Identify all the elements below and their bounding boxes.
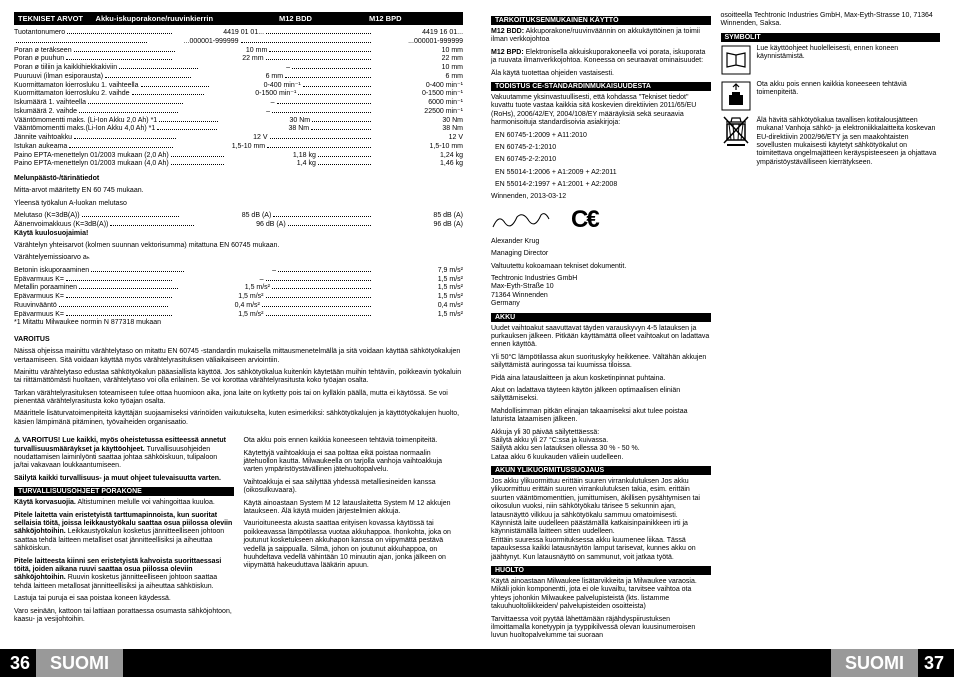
safety-p5: Varo seinään, kattoon tai lattiaan porat…: [14, 608, 234, 625]
signature: C€: [491, 206, 711, 234]
ce-mark-icon: C€: [571, 206, 598, 234]
akku-p2: Yli 50°C lämpötilassa akun suorituskyky …: [491, 354, 711, 371]
spec-row: Metallin poraaminen1,5 m/s²1,5 m/s²: [14, 284, 463, 293]
ce-name: Alexander Krug: [491, 238, 711, 246]
symbol-row-weee: Älä hävitä sähkötyökalua tavallisen koti…: [721, 117, 941, 167]
spec-row: Paino EPTA-menettelyn 01/2003 mukaan (2,…: [14, 152, 463, 161]
noise-header: Melunpäästö-/tärinätiedot: [14, 175, 463, 183]
purpose-section: TARKOITUKSENMUKAINEN KÄYTTÖ: [491, 16, 711, 25]
service-section: HUOLTO: [491, 566, 711, 575]
purpose-1: M12 BDD: Akkuporakone/ruuvinväännin on a…: [491, 28, 711, 45]
safety-p4: Lastuja tai puruja ei saa poistaa koneen…: [14, 595, 234, 603]
right-top4: Käytä ainoastaan System M 12 latauslaite…: [244, 500, 464, 517]
warn-p4: Määrittele lisäturvatoimenpiteitä käyttä…: [14, 410, 463, 427]
purpose-3: Äla käytä tuotettaa ohjeiden vastaisesti…: [491, 70, 711, 78]
header-col1: M12 BDD: [279, 14, 369, 23]
spec-row: Epävarmuus K=1,5 m/s²1,5 m/s²: [14, 311, 463, 320]
safety-p3: Pitele laitteesta kiinni sen eristetyist…: [14, 558, 234, 592]
service-p1: Käytä ainoastaan Milwaukee lisätarvikkei…: [491, 578, 711, 612]
big-warn: VAROITUS! Lue kaikki, myös oheistetussa …: [14, 437, 234, 471]
right-top3: Vaihtoakkuja ei saa säilyttää yhdessä me…: [244, 479, 464, 496]
page-num-right: 37: [924, 653, 944, 674]
lang-label-right: SUOMI: [831, 649, 918, 677]
star-note: *1 Mitattu Milwaukee normin N 877318 muk…: [14, 319, 463, 327]
akku-p3: Pidä aina latauslaitteen ja akun kosketi…: [491, 375, 711, 383]
noise-line2: Yleensä työkalun A-luokan melutaso: [14, 200, 463, 208]
spec-row: Vääntömomentti maks.(Li-Ion Akku 4,0 Ah)…: [14, 125, 463, 134]
header-title: TEKNISET ARVOT Akku-iskuporakone/ruuvink…: [18, 14, 279, 23]
service-p2: Tarvittaessa voit pyytää lähettämään räj…: [491, 616, 711, 641]
manual-icon: [721, 45, 751, 75]
ce-section: TODISTUS CE-STANDARDINMUKAISUUDESTA: [491, 82, 711, 91]
purpose-2: M12 BPD: Elektronisella akkuiskuporakone…: [491, 49, 711, 66]
safety-p2: Pitele laitetta vain eristetyistä tarttu…: [14, 512, 234, 554]
akku-p4: Akut on ladattava täyteen käytön jälkeen…: [491, 387, 711, 404]
right-top5: Vaurioituneesta akusta saattaa erityisen…: [244, 520, 464, 570]
warn-p2: Mainittu värähtelytaso edustaa sähkötyök…: [14, 369, 463, 386]
spec-row: Jännite vaihtoakku12 V12 V: [14, 134, 463, 143]
battery-remove-icon: [721, 81, 751, 111]
vib-table: Betonin iskuporaaminen–7,9 m/s² Epävarmu…: [14, 267, 463, 320]
spec-row: Kuormittamaton kierrosluku 1. vaihteella…: [14, 82, 463, 91]
ce-title: Managing Director: [491, 250, 711, 258]
spec-row: Poran ø teräkseen10 mm10 mm: [14, 47, 463, 56]
warn-p3: Tarkan värähtelyrasituksen toteamiseen t…: [14, 390, 463, 407]
overload-section: AKUN YLIKUORMITUSSUOJAUS: [491, 466, 711, 475]
spec-row: Vääntömomentti maks. (Li-Ion Akku 2,0 Ah…: [14, 117, 463, 126]
spec-row: Äänenvoimakkuus (K=3dB(A))96 dB (A)96 dB…: [14, 221, 463, 230]
spec-row: Betonin iskuporaaminen–7,9 m/s²: [14, 267, 463, 276]
noise-line1: Mitta-arvot määritetty EN 60 745 mukaan.: [14, 187, 463, 195]
right-top1: Ota akku pois ennen kaikkia koneeseen te…: [244, 437, 464, 445]
spec-row: Puuruuvi (ilman esiporausta)6 mm6 mm: [14, 73, 463, 82]
spec-row: Iskumäärä 2. vaihde–22500 min⁻¹: [14, 108, 463, 117]
ce-auth: Valtuutettu kokoamaan tekniset dokumenti…: [491, 263, 711, 271]
spec-row: Poran ø tiiliin ja kaikkihiekkakiviin–10…: [14, 64, 463, 73]
spec-row: Kuormittamaton kierrosluku 2. vaihde0-15…: [14, 90, 463, 99]
big-warn-end: Säilytä kaikki turvallisuus- ja muut ohj…: [14, 475, 234, 483]
warn-p1: Näissä ohjeissa mainittu värähtelytaso o…: [14, 348, 463, 365]
ce-address: Techtronic Industries GmbHMax-Eyth-Straß…: [491, 275, 711, 309]
spec-row: ...000001-999999...000001-999999: [14, 38, 463, 47]
earmuffs: Käytä kuulosuojaimia!: [14, 230, 463, 238]
symbol-section: SYMBOLIT: [721, 33, 941, 42]
spec-row: Ruuvinvääntö0,4 m/s²0,4 m/s²: [14, 302, 463, 311]
safety-p1: Käytä korvasuojia. Altistuminen melulle …: [14, 499, 234, 507]
spec-row: Melutaso (K=3dB(A))85 dB (A)85 dB (A): [14, 212, 463, 221]
symbol-row-battery: Ota akku pois ennen kaikkia koneeseen te…: [721, 81, 941, 111]
spec-row: Iskumäärä 1. vaihteella–6000 min⁻¹: [14, 99, 463, 108]
akku-section: AKKU: [491, 313, 711, 322]
akku-p1: Uudet vaihtoakut saavuttavat täyden vara…: [491, 325, 711, 350]
spec-row: Tuotantonumero4419 01 01...4419 16 01...: [14, 29, 463, 38]
footer: 36 SUOMI SUOMI 37: [0, 649, 954, 677]
weee-icon: [721, 117, 751, 147]
symbol-text-weee: Älä hävitä sähkötyökalua tavallisen koti…: [757, 117, 941, 167]
spec-table: Tuotantonumero4419 01 01...4419 16 01...…: [14, 29, 463, 169]
signature-icon: [491, 209, 551, 231]
vib-header: Värähtelyn yhteisarvot (kolmen suunnan v…: [14, 242, 463, 250]
ce-p1: Vakuutamme yksinvastuullisesti, että koh…: [491, 94, 711, 128]
spec-row: Poran ø puuhun22 mm22 mm: [14, 55, 463, 64]
header-col2: M12 BPD: [369, 14, 459, 23]
ce-standards-list: EN 60745-1:2009 + A11:2010EN 60745-2-1:2…: [491, 132, 711, 190]
spec-header: TEKNISET ARVOT Akku-iskuporakone/ruuvink…: [14, 12, 463, 25]
symbol-text-manual: Lue käyttöohjeet huolelleisesti, ennen k…: [757, 45, 941, 62]
vib-label: Värähtelyemissioarvo aₕ: [14, 254, 463, 262]
top-right-addr: osoitteella Techtronic Industries GmbH, …: [721, 12, 941, 29]
noise-table: Melutaso (K=3dB(A))85 dB (A)85 dB (A)Ään…: [14, 212, 463, 230]
spec-row: Epävarmuus K=–1,5 m/s²: [14, 276, 463, 285]
akku-p5: Mahdollisimman pitkän elinajan takaamise…: [491, 408, 711, 425]
overload-p: Jos akku ylikuormittuu erittäin suuren v…: [491, 478, 711, 562]
ce-date: Winnenden, 2013-03-12: [491, 193, 711, 201]
symbol-row-manual: Lue käyttöohjeet huolelleisesti, ennen k…: [721, 45, 941, 75]
akku-p6: Akkuja yli 30 päivää säilytettäessä: Säi…: [491, 429, 711, 463]
safety-section: TURVALLISUUSOHJEET PORAKONE: [14, 487, 234, 496]
spec-row: Epävarmuus K=1,5 m/s²1,5 m/s²: [14, 293, 463, 302]
lang-label-left: SUOMI: [36, 649, 123, 677]
spec-row: Paino EPTA-menettelyn 01/2003 mukaan (4,…: [14, 160, 463, 169]
page-num-left: 36: [10, 653, 30, 674]
varoitus-heading: VAROITUS: [14, 336, 463, 344]
spec-row: Istukan aukeama1,5-10 mm1,5-10 mm: [14, 143, 463, 152]
right-top2: Käytettyjä vaihtoakkuja ei saa polttaa e…: [244, 450, 464, 475]
symbol-text-battery: Ota akku pois ennen kaikkia koneeseen te…: [757, 81, 941, 98]
